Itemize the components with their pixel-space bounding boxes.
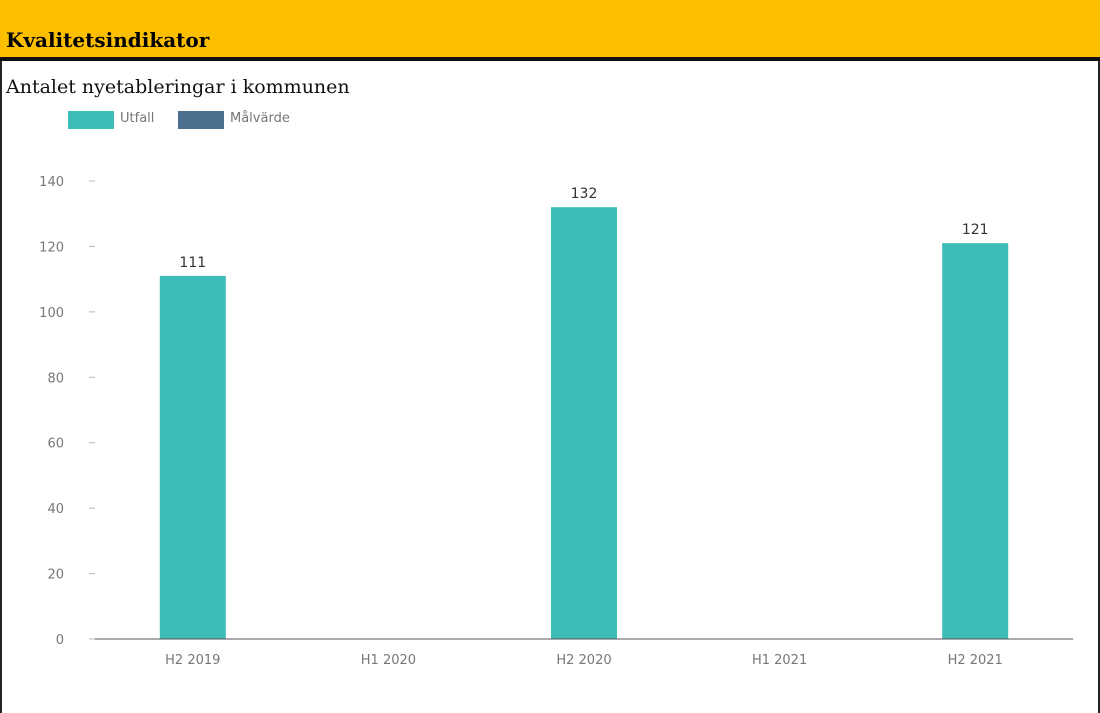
header-title: Kvalitetsindikator <box>6 28 210 52</box>
bar-data-label: 132 <box>571 186 598 202</box>
y-tick-label: 80 <box>47 371 64 386</box>
y-tick-label: 20 <box>47 568 64 583</box>
legend-label-utfall: Utfall <box>120 111 155 126</box>
bars: 111 132 121 <box>159 186 1009 639</box>
bar-data-label: 111 <box>179 255 206 271</box>
chart-frame <box>0 61 1100 713</box>
y-axis: 0 20 40 60 80 100 120 140 <box>39 175 95 648</box>
x-tick-label: H2 2020 <box>556 653 611 668</box>
chart-title: Antalet nyetableringar i kommunen <box>6 76 350 98</box>
bar[interactable] <box>942 243 1009 639</box>
x-axis: H2 2019 H1 2020 H2 2020 H1 2021 H2 2021 <box>95 638 1073 668</box>
x-tick-label: H2 2019 <box>165 653 220 668</box>
legend-swatch-utfall <box>68 111 114 129</box>
y-tick-label: 0 <box>56 633 64 648</box>
legend-swatch-malvarde <box>178 111 224 129</box>
x-tick-label: H2 2021 <box>948 653 1003 668</box>
y-tick-label: 100 <box>39 306 64 321</box>
y-tick-label: 40 <box>47 502 64 517</box>
bar[interactable] <box>159 275 226 639</box>
y-tick-label: 60 <box>47 437 64 452</box>
x-tick-label: H1 2020 <box>361 653 416 668</box>
bar-data-label: 121 <box>962 222 989 238</box>
y-tick-label: 120 <box>39 240 64 255</box>
y-tick-label: 140 <box>39 175 64 190</box>
legend-label-malvarde: Målvärde <box>230 111 290 126</box>
x-tick-label: H1 2021 <box>752 653 807 668</box>
header-bar: Kvalitetsindikator <box>0 0 1100 61</box>
bar[interactable] <box>551 207 617 639</box>
